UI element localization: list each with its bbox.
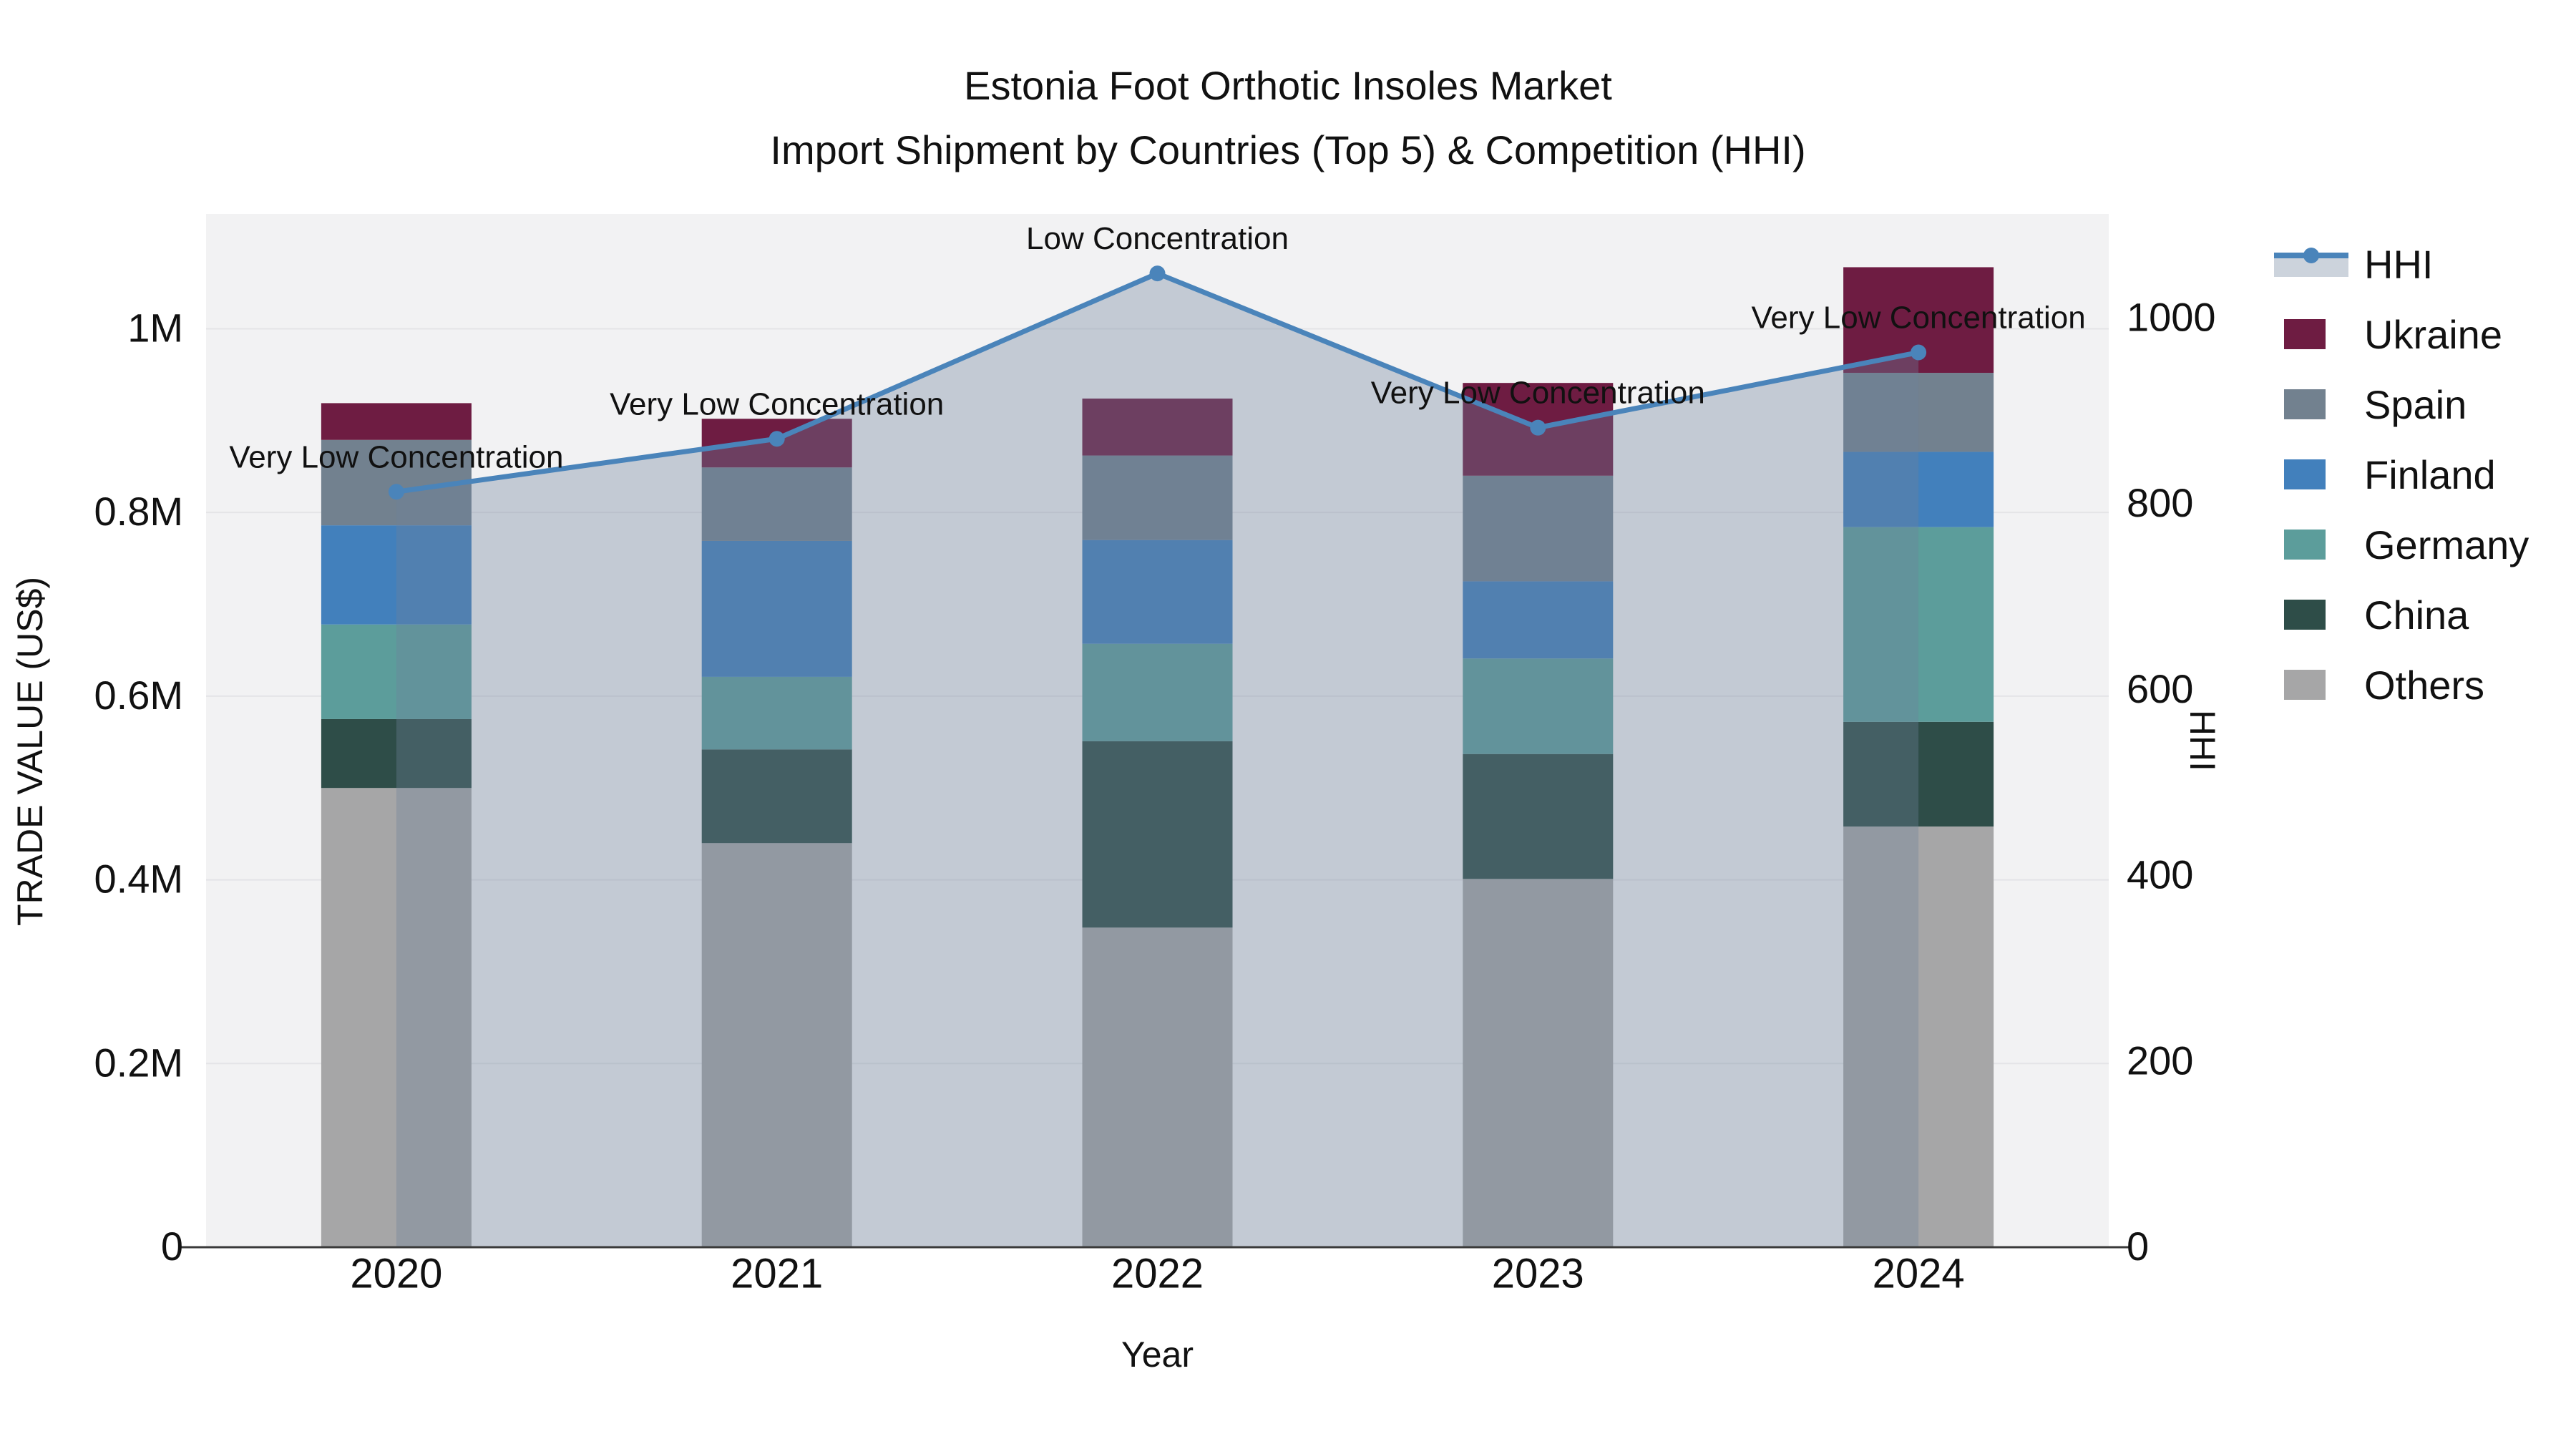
- legend: HHI Ukraine Spain Finland Germany China Others: [2274, 229, 2529, 720]
- legend-swatch-icon: [2274, 663, 2348, 706]
- y-right-tick-400: 400: [2127, 852, 2193, 897]
- bar-segment-2020-finland: [321, 525, 472, 625]
- annotation-2024: Very Low Concentration: [1752, 300, 2086, 335]
- hhi-marker-2020: [388, 484, 404, 500]
- color-swatch: [2284, 670, 2326, 700]
- chart-title-line1: Estonia Foot Orthotic Insoles Market: [964, 63, 1612, 108]
- y-axis-title-right: HHI: [2182, 709, 2223, 772]
- x-axis-title: Year: [1121, 1335, 1194, 1375]
- bar-segment-2023-germany: [1463, 658, 1614, 754]
- annotation-2020: Very Low Concentration: [229, 439, 563, 474]
- hhi-area: [396, 273, 1919, 1247]
- hhi-marker-2022: [1149, 265, 1166, 282]
- bar-segment-2020-ukraine: [321, 403, 472, 440]
- y-right-tick-200: 200: [2127, 1038, 2193, 1083]
- x-tick-2020: 2020: [350, 1251, 442, 1297]
- bar-segment-2020-germany: [321, 624, 472, 719]
- legend-swatch-icon: [2274, 453, 2348, 496]
- bar-segment-2022-others: [1082, 927, 1233, 1247]
- x-tick-2024: 2024: [1873, 1251, 1965, 1297]
- bar-segment-2024-finland: [1843, 452, 1994, 527]
- y-left-tick-0: 0: [161, 1224, 183, 1269]
- bar-segment-2021-finland: [701, 540, 852, 677]
- legend-item-spain[interactable]: Spain: [2274, 369, 2529, 439]
- chart-title-line2: Import Shipment by Countries (Top 5) & C…: [770, 127, 1806, 172]
- y-left-tick-1M: 1M: [127, 305, 183, 350]
- bar-segment-2022-finland: [1082, 540, 1233, 644]
- legend-item-finland[interactable]: Finland: [2274, 439, 2529, 509]
- bar-segment-2023-others: [1463, 879, 1614, 1247]
- bar-segment-2022-spain: [1082, 455, 1233, 540]
- legend-swatch-icon: [2274, 313, 2348, 356]
- bar-segment-2024-others: [1843, 826, 1994, 1247]
- hhi-marker-2024: [1911, 344, 1927, 361]
- bar-segment-2024-germany: [1843, 527, 1994, 722]
- x-tick-2022: 2022: [1111, 1251, 1204, 1297]
- bar-segment-2022-china: [1082, 741, 1233, 928]
- legend-label: Finland: [2364, 452, 2496, 497]
- y-left-tick-0.4M: 0.4M: [94, 857, 184, 902]
- legend-item-germany[interactable]: Germany: [2274, 509, 2529, 580]
- bar-segment-2020-china: [321, 718, 472, 789]
- bar-segment-2021-germany: [701, 676, 852, 750]
- hhi-marker-2023: [1530, 419, 1546, 436]
- hhi-marker-2021: [769, 431, 785, 447]
- color-swatch: [2284, 600, 2326, 630]
- bar-segment-2024-spain: [1843, 373, 1994, 452]
- bar-segment-2023-spain: [1463, 475, 1614, 582]
- x-tick-2021: 2021: [731, 1251, 823, 1297]
- legend-item-hhi[interactable]: HHI: [2274, 229, 2529, 299]
- color-swatch: [2284, 319, 2326, 349]
- annotation-2021: Very Low Concentration: [610, 386, 944, 421]
- legend-label: HHI: [2364, 241, 2434, 287]
- legend-label: Ukraine: [2364, 311, 2502, 357]
- y-left-tick-0.2M: 0.2M: [94, 1040, 184, 1085]
- chart-title: Estonia Foot Orthotic Insoles Market Imp…: [0, 63, 2576, 173]
- y-left-tick-0.6M: 0.6M: [94, 673, 184, 718]
- y-right-tick-600: 600: [2127, 666, 2193, 711]
- legend-label: Spain: [2364, 381, 2467, 427]
- bar-segment-2023-finland: [1463, 581, 1614, 659]
- bar-segment-2021-others: [701, 843, 852, 1247]
- bar-segment-2024-china: [1843, 721, 1994, 827]
- hhi-marker-dot: [2303, 248, 2319, 263]
- y-right-tick-0: 0: [2127, 1224, 2149, 1269]
- legend-swatch-icon: [2274, 523, 2348, 566]
- bar-segment-2022-ukraine: [1082, 398, 1233, 456]
- y-left-tick-0.8M: 0.8M: [94, 489, 184, 534]
- legend-label: China: [2364, 592, 2469, 638]
- bar-segment-2021-spain: [701, 467, 852, 541]
- legend-label: Germany: [2364, 522, 2529, 567]
- legend-item-others[interactable]: Others: [2274, 650, 2529, 720]
- y-axis-title-left: TRADE VALUE (US$): [10, 576, 50, 927]
- bar-segment-2022-germany: [1082, 643, 1233, 741]
- legend-label: Others: [2364, 662, 2485, 708]
- annotation-2023: Very Low Concentration: [1371, 376, 1705, 411]
- bar-segment-2023-china: [1463, 753, 1614, 879]
- x-tick-2023: 2023: [1492, 1251, 1584, 1297]
- color-swatch: [2284, 459, 2326, 489]
- bar-segment-2021-china: [701, 749, 852, 844]
- annotation-2022: Low Concentration: [1026, 221, 1289, 256]
- color-swatch: [2284, 530, 2326, 560]
- bar-segment-2020-others: [321, 788, 472, 1247]
- color-swatch: [2284, 389, 2326, 419]
- y-right-tick-1000: 1000: [2127, 294, 2216, 339]
- legend-item-ukraine[interactable]: Ukraine: [2274, 299, 2529, 369]
- hhi-line-icon: [2274, 243, 2348, 286]
- legend-item-china[interactable]: China: [2274, 580, 2529, 650]
- legend-swatch-icon: [2274, 593, 2348, 636]
- y-right-tick-800: 800: [2127, 480, 2193, 525]
- legend-swatch-icon: [2274, 383, 2348, 426]
